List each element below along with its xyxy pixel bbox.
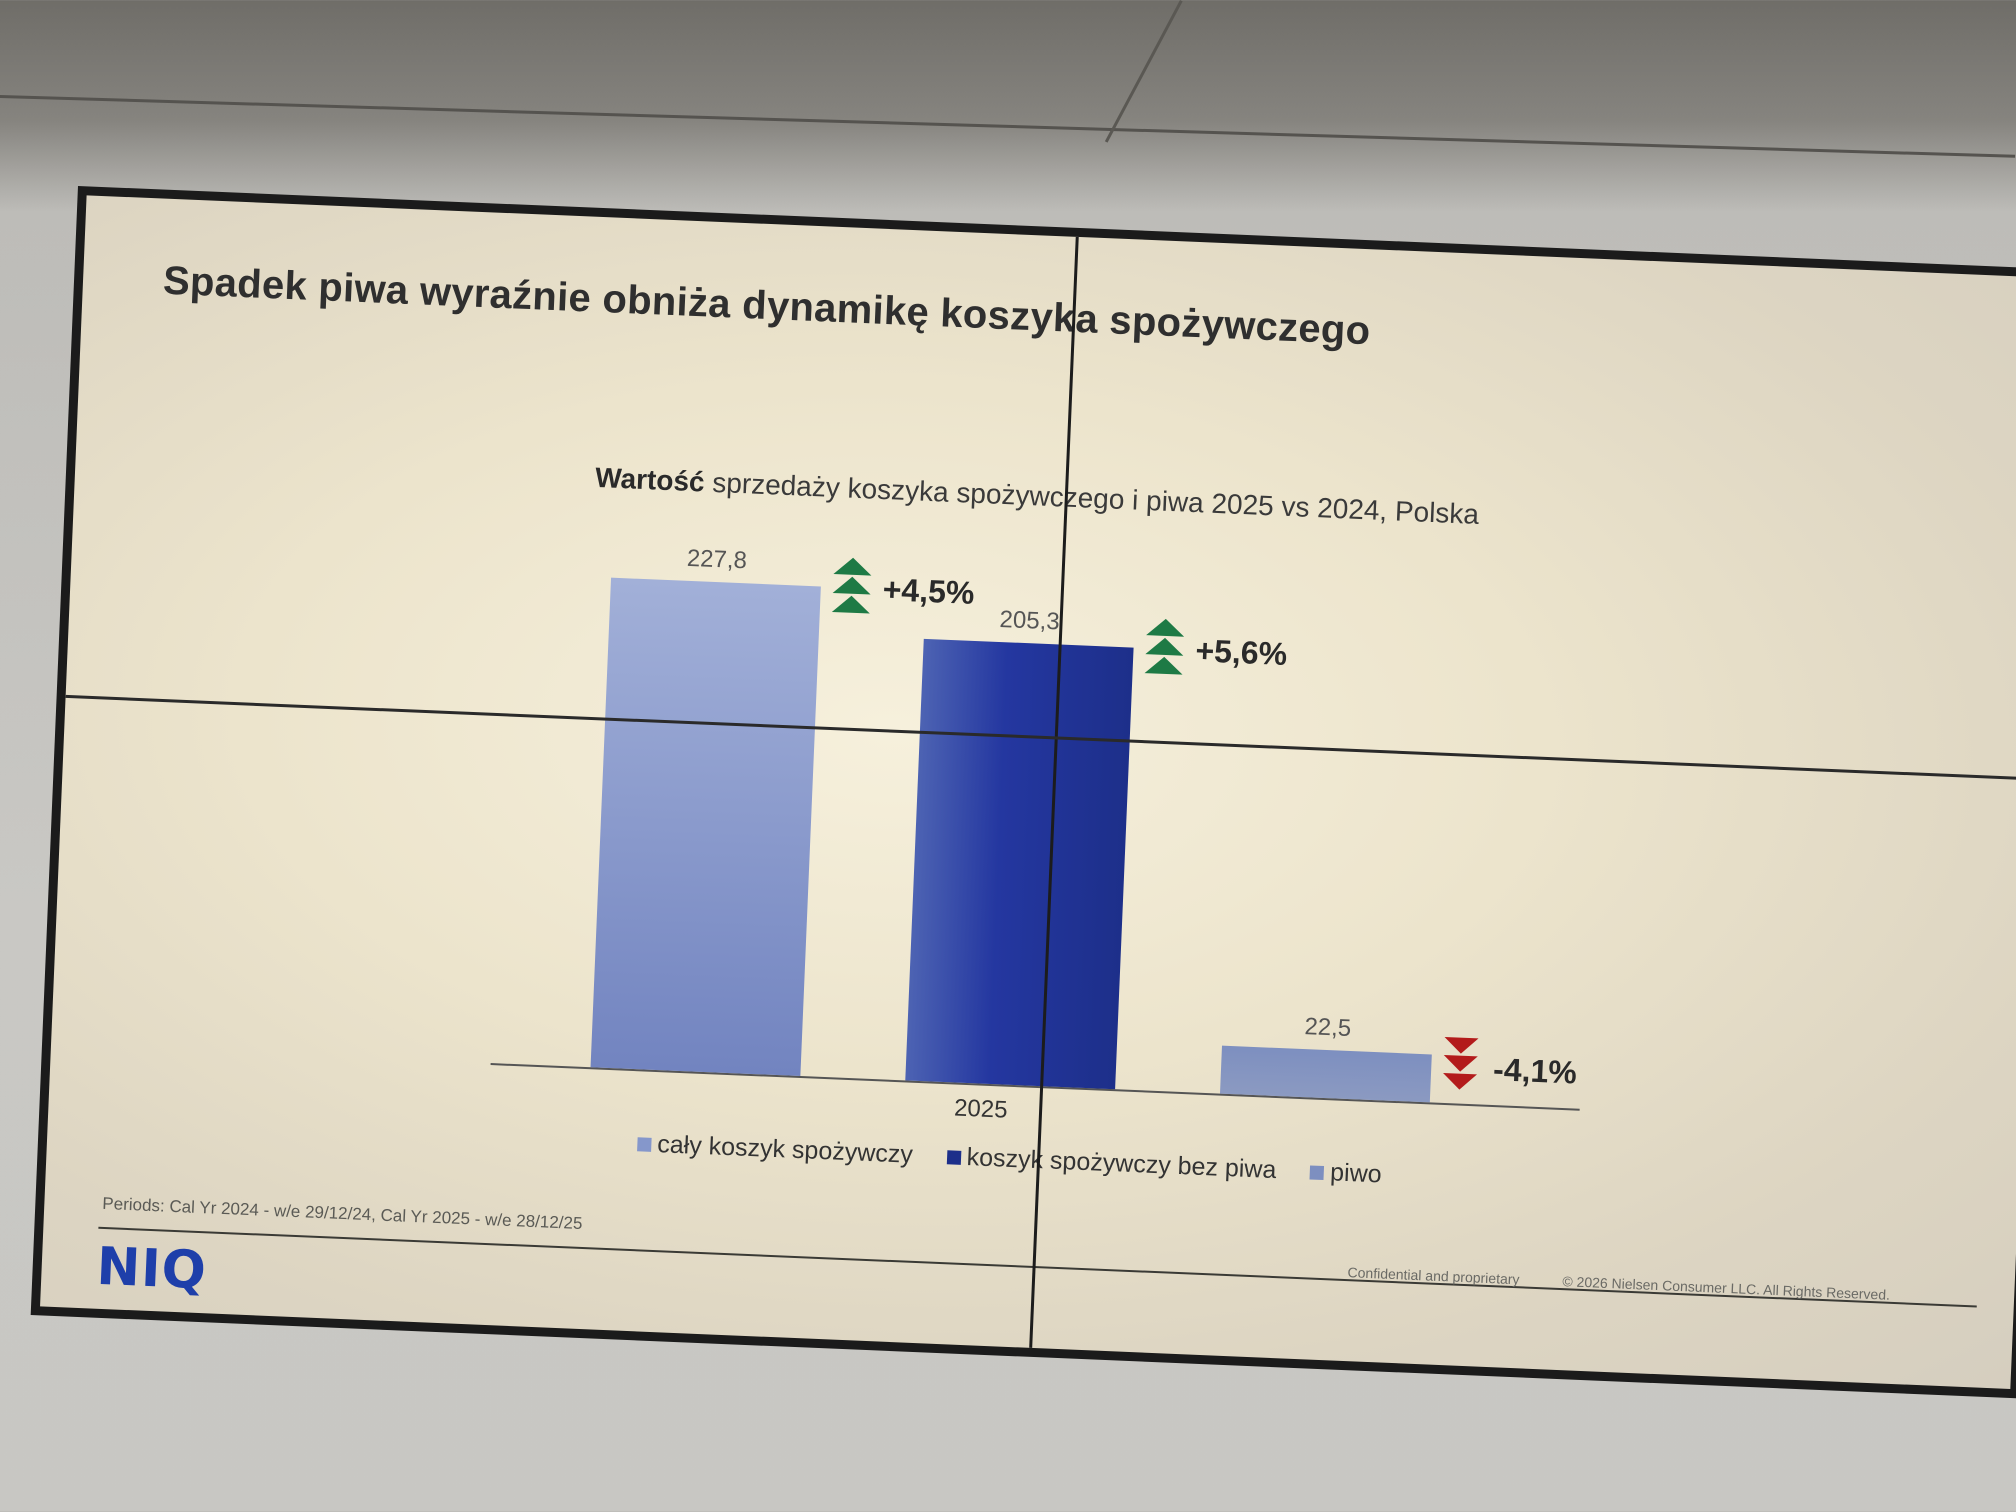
presentation-slide: Spadek piwa wyraźnie obniża dynamikę kos… <box>40 195 2016 1389</box>
triangle-icon <box>1443 1054 1478 1072</box>
triangle-icon <box>831 594 871 614</box>
triangle-icon <box>1146 618 1185 638</box>
niq-logo: NIQ <box>95 1236 208 1302</box>
up-arrows-icon <box>831 556 874 616</box>
data-label: 227,8 <box>686 544 748 575</box>
ceiling-seam <box>1104 0 1183 143</box>
triangle-icon <box>1443 1036 1479 1054</box>
legend-item: piwo <box>1309 1157 1383 1189</box>
triangle-icon <box>833 556 873 576</box>
x-tick-label: 2025 <box>953 1094 1009 1124</box>
legend-label: piwo <box>1329 1158 1383 1189</box>
ceiling-edge <box>0 95 2016 158</box>
up-arrows-icon <box>1144 618 1186 678</box>
bar-2 <box>1219 1045 1432 1103</box>
legend-swatch <box>1309 1164 1325 1180</box>
triangle-icon <box>1145 637 1184 657</box>
video-wall-screen: Spadek piwa wyraźnie obniża dynamikę kos… <box>30 186 2016 1399</box>
change-label: +5,6% <box>1194 632 1288 673</box>
triangle-icon <box>1144 656 1184 676</box>
bar-1 <box>905 639 1134 1090</box>
down-arrows-icon <box>1442 1036 1484 1093</box>
triangle-icon <box>832 575 872 595</box>
legend-swatch <box>637 1136 652 1152</box>
data-label: 22,5 <box>1303 1012 1352 1042</box>
triangle-icon <box>1442 1072 1478 1090</box>
bar-0 <box>590 577 821 1077</box>
data-label: 205,3 <box>999 606 1061 636</box>
legend-swatch <box>946 1149 962 1165</box>
change-label: -4,1% <box>1492 1050 1578 1091</box>
